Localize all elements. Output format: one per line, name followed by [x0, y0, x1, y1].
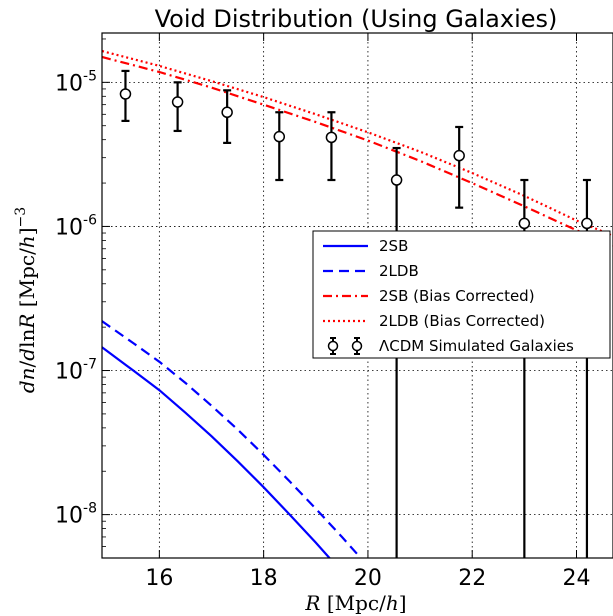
x-tick-label: 18 — [250, 566, 278, 591]
legend-label: 2SB (Bias Corrected) — [379, 287, 535, 305]
legend-marker — [327, 340, 339, 352]
legend-box — [312, 230, 611, 359]
y-axis-label: dn/dlnR [Mpc/h]−3 — [13, 207, 39, 393]
x-tick-label: 24 — [563, 566, 591, 591]
data-point — [581, 217, 593, 230]
data-point — [453, 149, 465, 162]
legend-marker — [351, 340, 363, 352]
series-line-3 — [102, 49, 613, 237]
x-tick-label: 16 — [145, 566, 173, 591]
series-layer — [102, 49, 613, 558]
series-line-0 — [102, 346, 331, 558]
legend-label: 2LDB (Bias Corrected) — [379, 312, 545, 330]
legend-label: 2SB — [379, 237, 408, 255]
legend: 2SB 2LDB 2SB (Bias Corrected) 2LDB (Bias Co… — [312, 230, 611, 359]
y-tick-label: 10-8 — [55, 501, 97, 529]
data-point — [390, 174, 403, 186]
series-line-2 — [102, 55, 613, 247]
data-point — [221, 106, 233, 119]
y-tick-label: 10-6 — [55, 212, 97, 240]
ticks: 16 18 20 22 24 10-8 10-7 10-6 10-5 — [55, 33, 591, 591]
y-tick-label: 10-7 — [55, 357, 97, 385]
data-point — [518, 217, 531, 230]
data-point — [119, 88, 132, 100]
legend-label: ΛCDM Simulated Galaxies — [379, 337, 574, 355]
x-axis-label: R [Mpc/h] — [304, 591, 406, 615]
axis-labels: R [Mpc/h] dn/dlnR [Mpc/h]−3 — [13, 207, 407, 615]
x-tick-label: 20 — [354, 566, 382, 591]
series-line-1 — [102, 320, 363, 558]
chart-title: Void Distribution (Using Galaxies) — [155, 5, 558, 33]
plot-frame — [101, 32, 613, 559]
x-tick-label: 22 — [458, 566, 486, 591]
y-tick-label: 10-5 — [55, 68, 97, 96]
data-point — [325, 131, 338, 144]
data-point — [171, 96, 184, 108]
data-point — [273, 130, 286, 143]
legend-label: 2LDB — [379, 262, 419, 280]
